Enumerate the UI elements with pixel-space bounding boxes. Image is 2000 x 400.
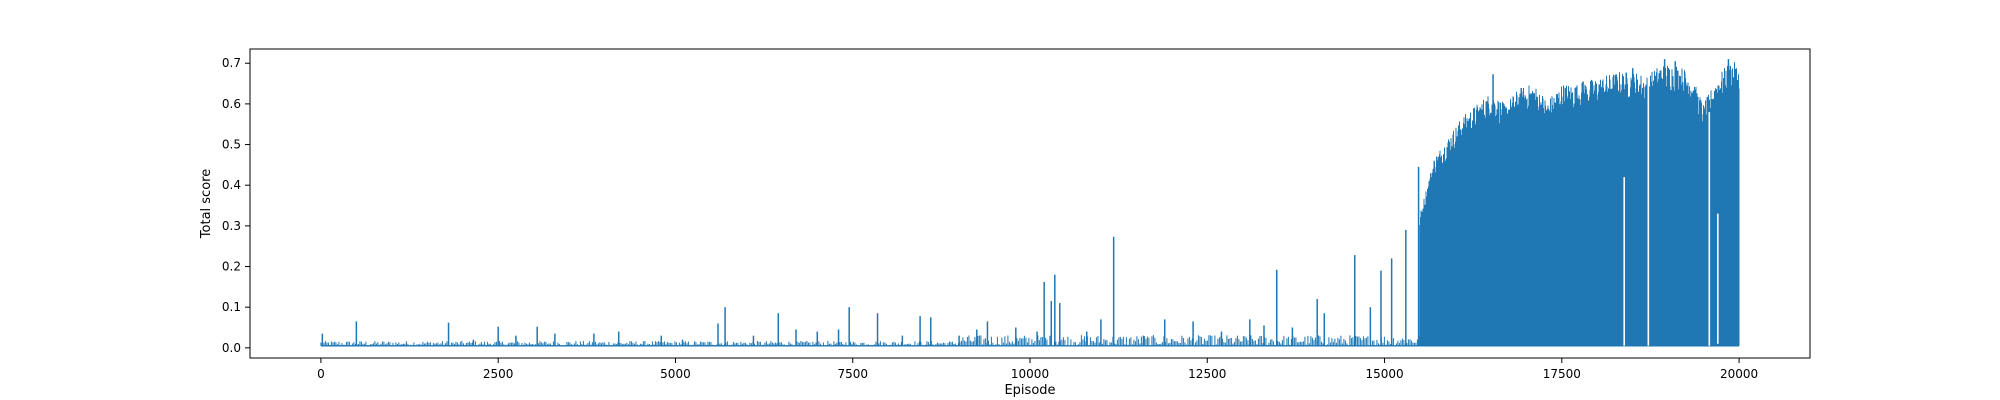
series-line [320, 59, 1740, 347]
x-tick-label: 17500 [1543, 367, 1581, 381]
y-tick-label: 0.6 [222, 97, 241, 111]
x-tick-label: 15000 [1365, 367, 1403, 381]
plot-area [320, 59, 1740, 347]
y-tick-label: 0.2 [222, 260, 241, 274]
x-tick-label: 10000 [1011, 367, 1049, 381]
y-tick-label: 0.0 [222, 341, 241, 355]
x-tick-label: 7500 [837, 367, 868, 381]
y-tick-label: 0.1 [222, 300, 241, 314]
x-tick-label: 2500 [483, 367, 514, 381]
y-tick-label: 0.4 [222, 178, 241, 192]
x-tick-label: 20000 [1720, 367, 1758, 381]
y-tick-label: 0.3 [222, 219, 241, 233]
x-axis-label: Episode [1004, 383, 1055, 398]
x-axis: 0 2500 5000 7500 10000 12500 15000 17500 20000 [317, 358, 1758, 381]
y-tick-label: 0.7 [222, 56, 241, 70]
y-axis: 0.0 0.1 0.2 0.3 0.4 0.5 0.6 0.7 [222, 56, 250, 355]
y-axis-label: Total score [199, 169, 214, 239]
y-tick-label: 0.5 [222, 138, 241, 152]
x-tick-label: 0 [317, 367, 325, 381]
x-tick-label: 12500 [1188, 367, 1226, 381]
x-tick-label: 5000 [660, 367, 691, 381]
